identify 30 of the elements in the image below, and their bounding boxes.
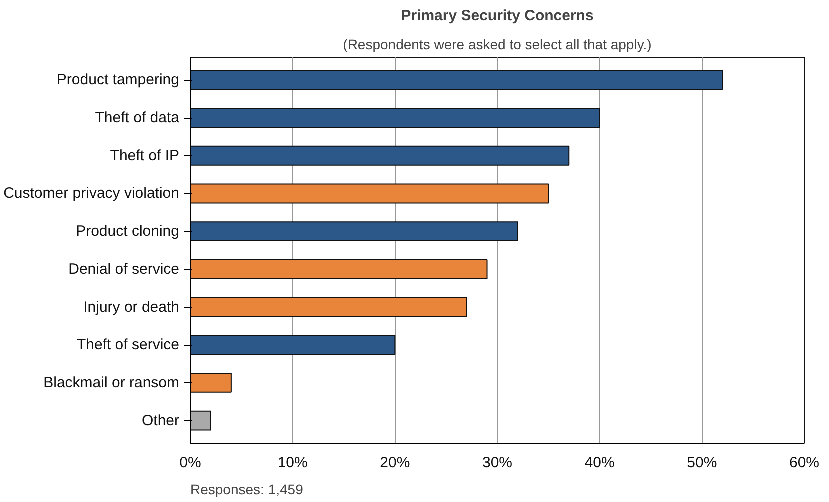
bar [190, 70, 724, 90]
bar [190, 146, 570, 166]
bar [190, 108, 600, 128]
x-tick-label: 20% [380, 454, 410, 472]
bar [190, 372, 232, 393]
x-tick-label: 30% [482, 454, 513, 472]
y-tick-label: Product tampering [56, 72, 180, 89]
y-tick-label: Theft of data [95, 110, 180, 127]
bar [190, 184, 550, 204]
bar [190, 297, 468, 318]
chart-title: Primary Security Concerns [401, 8, 594, 24]
x-tick-label: 10% [278, 454, 308, 472]
y-tick-label: Other [142, 412, 180, 430]
y-tick-label: Theft of service [76, 336, 180, 354]
chart-subtitle: (Respondents were asked to select all that apply.) [343, 36, 652, 52]
x-tick-label: 40% [584, 454, 615, 472]
bar [190, 335, 396, 356]
y-tick-label: Product cloning [76, 223, 180, 240]
y-tick-label: Theft of IP [110, 147, 180, 164]
text: Responses: 1,459 [190, 482, 304, 498]
bar [190, 222, 518, 242]
y-tick-label: Denial of service [68, 260, 180, 278]
x-tick-label: 60% [789, 454, 820, 472]
y-tick-label: Injury or death [84, 298, 180, 316]
y-tick-label: Customer privacy violation [4, 185, 180, 202]
bar [190, 410, 212, 431]
bar [190, 259, 488, 280]
y-tick-label: Blackmail or ransom [44, 374, 180, 392]
x-tick-label: 50% [687, 454, 718, 472]
x-tick-label: 0% [180, 454, 202, 472]
